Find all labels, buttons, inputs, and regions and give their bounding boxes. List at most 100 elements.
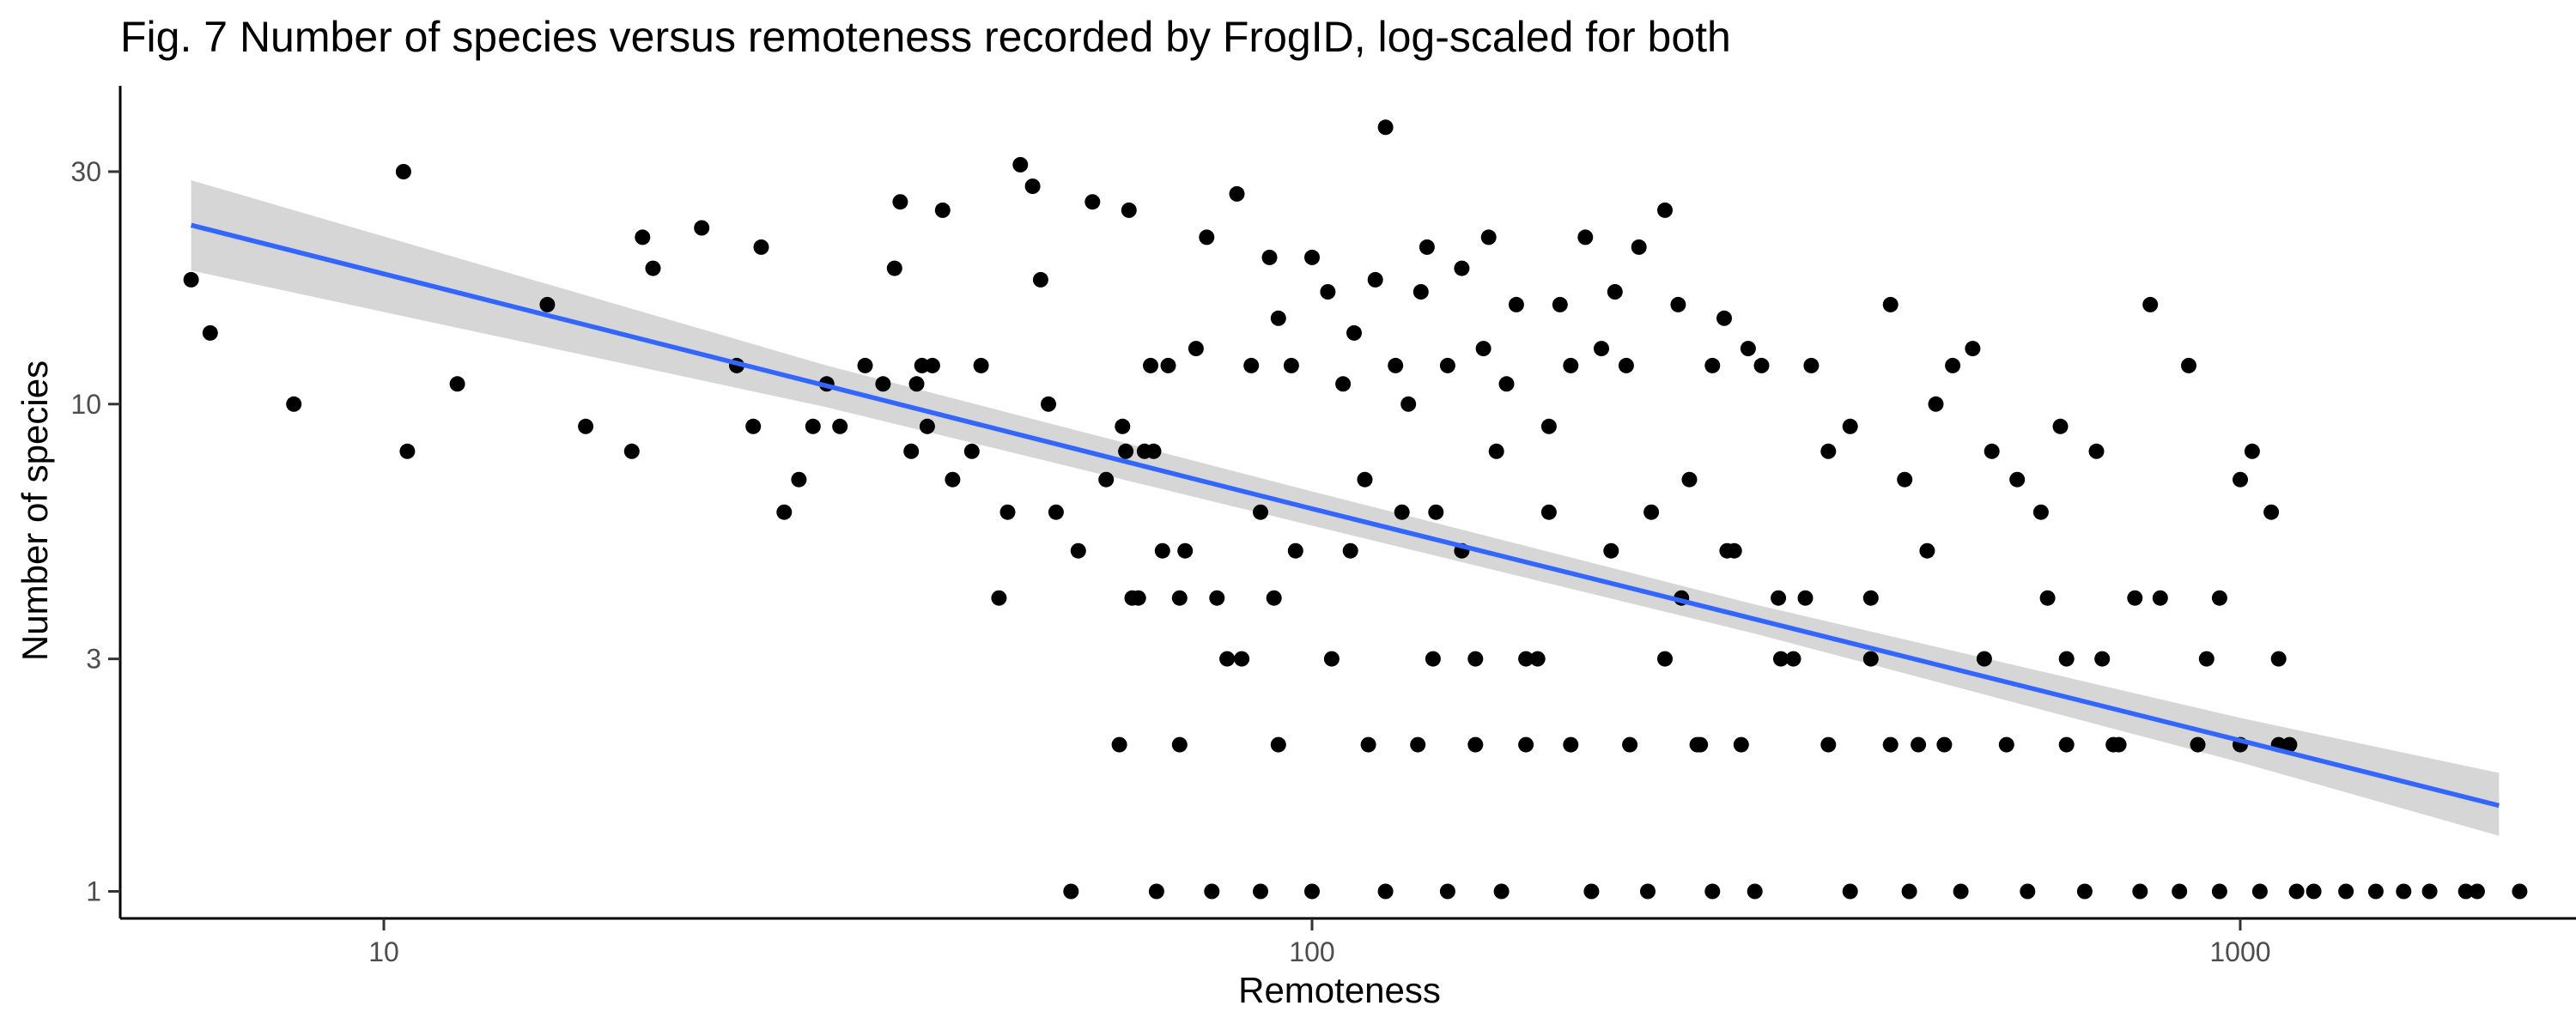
data-point [1681,471,1698,488]
data-point [1111,736,1127,753]
data-point [1842,418,1858,434]
data-point [1773,651,1789,667]
y-tick-label: 3 [86,644,101,675]
data-point [2251,883,2268,900]
data-point [1540,504,1557,520]
data-point [791,471,807,488]
data-point [1689,736,1705,753]
data-point [2469,883,2485,900]
data-point [1400,396,1417,412]
data-point [1121,202,1137,218]
data-point [1480,229,1497,245]
data-point [924,357,940,373]
data-point [1143,357,1158,373]
data-point [2263,504,2280,520]
data-point [2244,443,2260,459]
data-point [908,376,925,392]
data-point [1266,590,1282,606]
data-point [2211,590,2227,606]
data-point [1670,296,1686,312]
data-point [1498,376,1515,392]
data-point [1928,396,1944,412]
x-tick-label: 10 [368,936,399,967]
data-point [1367,271,1383,288]
data-point [635,229,651,245]
data-point [1803,357,1820,373]
data-point [1130,590,1146,606]
data-point [2127,590,2143,606]
data-point [1377,119,1394,136]
data-point [1719,542,1735,559]
data-point [1508,296,1524,312]
y-tick-label: 1 [86,876,101,906]
y-axis-ticks: 1 3 10 30 [70,156,120,906]
x-axis-title: Remoteness [1238,970,1441,1010]
data-point [1493,883,1510,900]
data-point [1171,736,1188,753]
data-point [2052,418,2069,434]
data-point [395,164,411,179]
data-point [1413,284,1429,300]
data-point [1253,883,1268,900]
data-point [1024,179,1041,194]
data-point [1209,590,1225,606]
data-point [1631,239,1647,255]
data-point [1640,883,1656,900]
data-point [1234,651,1250,667]
data-point [1188,341,1204,357]
data-point [1410,736,1426,753]
regression-line [190,222,2500,809]
data-point [1204,883,1220,900]
data-point [2396,883,2412,900]
data-point [2190,736,2206,753]
data-point [1439,357,1455,373]
data-point [1148,883,1164,900]
data-point [1177,542,1194,559]
data-point [1377,883,1394,900]
data-point [1357,471,1373,488]
data-point [1563,357,1579,373]
data-point [1048,504,1064,520]
data-point [2270,651,2287,667]
data-point [1603,542,1619,559]
data-point [991,590,1007,606]
data-point [1154,542,1170,559]
data-point [1740,341,1756,357]
data-point [2367,883,2384,900]
data-point [1287,542,1303,559]
data-point [1657,651,1673,667]
data-point [1219,651,1236,667]
data-point [1323,651,1340,667]
data-point [1901,883,1917,900]
data-point [1145,443,1162,459]
data-point [286,396,302,412]
data-point [1199,229,1215,245]
data-point [2009,471,2026,488]
data-point [2094,651,2111,667]
data-point [1304,883,1320,900]
fit-line-layer [190,222,2500,809]
confidence-band [191,180,2500,836]
data-point [539,296,556,312]
data-point [2421,883,2438,900]
x-axis-ticks: 10 100 1000 [368,918,2271,967]
data-point [903,443,920,459]
data-point [1346,324,1362,341]
data-point [1563,736,1579,753]
data-point [745,418,762,434]
data-point [999,504,1016,520]
data-point [1976,651,1992,667]
data-point [1115,418,1131,434]
data-point [449,376,465,392]
data-point [963,443,980,459]
data-point [1704,883,1721,900]
data-point [2111,736,2127,753]
data-point [1261,249,1278,265]
data-point [1012,156,1029,173]
data-point [1552,296,1568,312]
data-point [2198,651,2215,667]
data-point [1911,736,1927,753]
data-point [1270,310,1286,326]
data-point [1607,284,1623,300]
data-point [1304,249,1320,265]
